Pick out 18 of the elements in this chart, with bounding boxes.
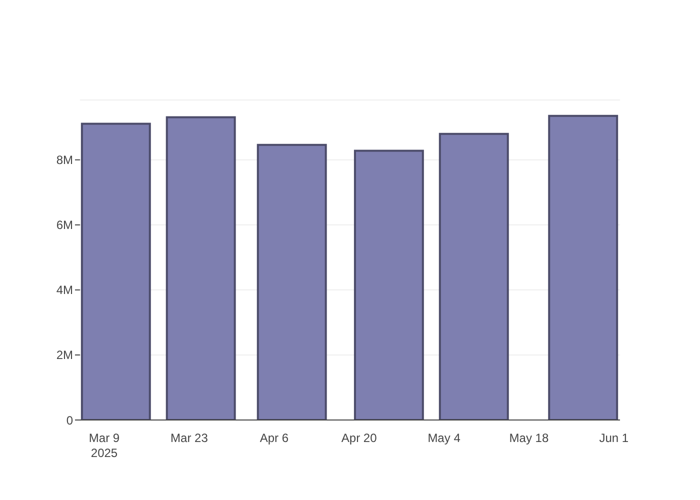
bar [80,122,151,420]
bar [354,150,424,420]
x-tick-label: Apr 20 [341,431,378,445]
y-tick-label: 4M [56,283,73,298]
y-tick-label: 0 [66,413,74,428]
x-tick-label: May 18 [509,431,549,445]
x-tick-label: Apr 6 [260,431,289,445]
y-tick-label: 6M [56,218,73,232]
y-tick-label: 8M [56,153,73,168]
bar [256,144,327,420]
bar [166,116,236,420]
bar [548,114,618,420]
x-tick-label: Jun 1 [599,431,629,445]
y-tick-label: 2M [56,348,73,362]
x-tick-label: Mar 9 2025 [88,431,120,460]
x-tick-label: Mar 23 [170,431,208,445]
bar [438,132,509,420]
x-tick-label: May 4 [428,431,461,445]
